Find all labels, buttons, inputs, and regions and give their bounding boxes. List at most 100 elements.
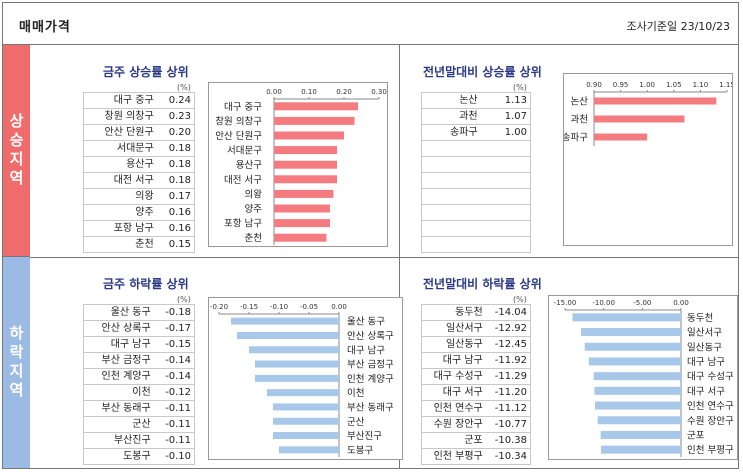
table-row: 부산진구 -0.11	[82, 432, 195, 449]
rate-value	[480, 236, 531, 253]
region-name	[420, 220, 481, 237]
category-label: 대구 남구	[347, 345, 385, 356]
table-row: 대구 남구 -0.15	[82, 336, 195, 353]
bar	[600, 430, 681, 439]
table-row: 부산 금정구 -0.14	[82, 352, 195, 369]
category-label: 인천 연수구	[687, 401, 734, 412]
region-name: 인천 부평구	[420, 448, 486, 465]
table-row: 군산 -0.11	[82, 416, 195, 433]
category-label: 과천	[571, 115, 588, 126]
rate-value: -12.92	[485, 320, 531, 337]
region-name: 대구 서구	[420, 384, 486, 401]
region-name: 안산 단원구	[82, 124, 157, 141]
rate-value: 1.13	[480, 92, 531, 109]
table-row: 포항 남구 0.16	[82, 220, 195, 237]
bar	[594, 386, 681, 395]
table-row: 대구 중구 0.24	[82, 92, 195, 109]
region-name: 서대문구	[82, 140, 157, 157]
bar	[273, 403, 339, 411]
region-name: 의왕	[82, 188, 157, 205]
x-tick-label: -0.05	[300, 303, 318, 311]
category-label: 춘천	[245, 233, 262, 244]
table-row: 춘천 0.15	[82, 236, 195, 253]
table-row: 동두천 -14.04	[420, 304, 531, 321]
table-row: 수원 장안구 -10.77	[420, 416, 531, 433]
report-title: 매매가격	[19, 20, 71, 35]
bar	[594, 97, 717, 105]
category-label: 대전 서구	[224, 175, 262, 186]
rate-value: -0.18	[153, 304, 195, 321]
bar	[601, 445, 681, 454]
bar	[274, 116, 355, 125]
section-divider	[30, 257, 738, 258]
rate-value: -0.15	[153, 336, 195, 353]
region-name: 군산	[82, 416, 154, 433]
region-name: 인천 계양구	[82, 368, 154, 385]
region-name: 포항 남구	[82, 220, 157, 237]
region-name	[420, 140, 481, 157]
bar-chart-weekly-rise: 0.00 0.10 0.20 0.30 대구 중구 창원 의창구 안산 단원구 서대문구 용산구…	[208, 82, 388, 247]
bar	[581, 328, 681, 337]
table-row: 도봉구 -0.10	[82, 448, 195, 465]
region-name: 이천	[82, 384, 154, 401]
category-label: 도봉구	[347, 445, 373, 456]
x-tick-label: 1.00	[639, 81, 655, 89]
region-name: 부산진구	[82, 432, 154, 449]
rate-value	[480, 204, 531, 221]
x-tick-label: -15.00	[554, 299, 577, 307]
bar-chart-weekly-fall: -0.20 -0.15 -0.10 -0.05 0.00 울산 동구 안산 상록구 대구 남구…	[208, 297, 403, 460]
bar	[255, 360, 339, 368]
bar	[597, 416, 681, 425]
rate-value: -0.10	[153, 448, 195, 465]
region-name: 대구 수성구	[420, 368, 486, 385]
rate-value: -10.77	[485, 416, 531, 433]
category-label: 일산동구	[687, 342, 722, 353]
table-row	[420, 172, 531, 189]
table-row	[420, 140, 531, 157]
ranking-table-weekly-rise: 대구 중구 0.24 창원 의창구 0.23 안산 단원구 0.20 서대문구 0.18 용산구…	[82, 92, 195, 253]
rate-value: 1.07	[480, 108, 531, 125]
table-row: 일산동구 -12.45	[420, 336, 531, 353]
x-tick-label: -0.10	[270, 303, 288, 311]
category-label: 이천	[347, 388, 364, 399]
rate-value: 0.20	[156, 124, 195, 141]
unit-label: (%)	[177, 295, 191, 304]
region-name: 인천 연수구	[420, 400, 486, 417]
table-row: 대구 수성구 -11.29	[420, 368, 531, 385]
region-name: 대구 남구	[82, 336, 154, 353]
x-tick-label: 1.15	[719, 81, 732, 89]
x-tick-label: 0.00	[266, 88, 282, 96]
rate-value: -0.11	[153, 432, 195, 449]
rate-value: 0.18	[156, 156, 195, 173]
table-row: 대전 서구 0.18	[82, 172, 195, 189]
region-name: 대구 남구	[420, 352, 486, 369]
region-name	[420, 236, 481, 253]
region-name: 일산서구	[420, 320, 486, 337]
bar	[273, 417, 339, 425]
table-row	[420, 204, 531, 221]
rate-value: -0.11	[153, 416, 195, 433]
region-name	[420, 156, 481, 173]
x-tick-label: -0.20	[210, 303, 228, 311]
bar	[274, 160, 337, 169]
panel-title-weekly-rise: 금주 상승률 상위	[103, 65, 189, 79]
table-row: 부산 동래구 -0.11	[82, 400, 195, 417]
rate-value: 0.24	[156, 92, 195, 109]
category-label: 창원 의창구	[215, 116, 262, 127]
category-label: 울산 동구	[347, 317, 385, 328]
x-tick-label: 1.10	[693, 81, 709, 89]
ranking-table-ytd-rise: 논산 1.13 과천 1.07 송파구 1.00	[420, 92, 531, 253]
rate-value: -12.45	[485, 336, 531, 353]
table-row	[420, 188, 531, 205]
category-label: 대구 서구	[687, 386, 725, 397]
bar	[279, 446, 339, 454]
region-name: 양주	[82, 204, 157, 221]
ranking-table-ytd-fall: 동두천 -14.04 일산서구 -12.92 일산동구 -12.45 대구 남구 -11.92…	[420, 304, 531, 465]
x-tick-label: -10.00	[592, 299, 615, 307]
region-name: 용산구	[82, 156, 157, 173]
region-name: 논산	[420, 92, 481, 109]
